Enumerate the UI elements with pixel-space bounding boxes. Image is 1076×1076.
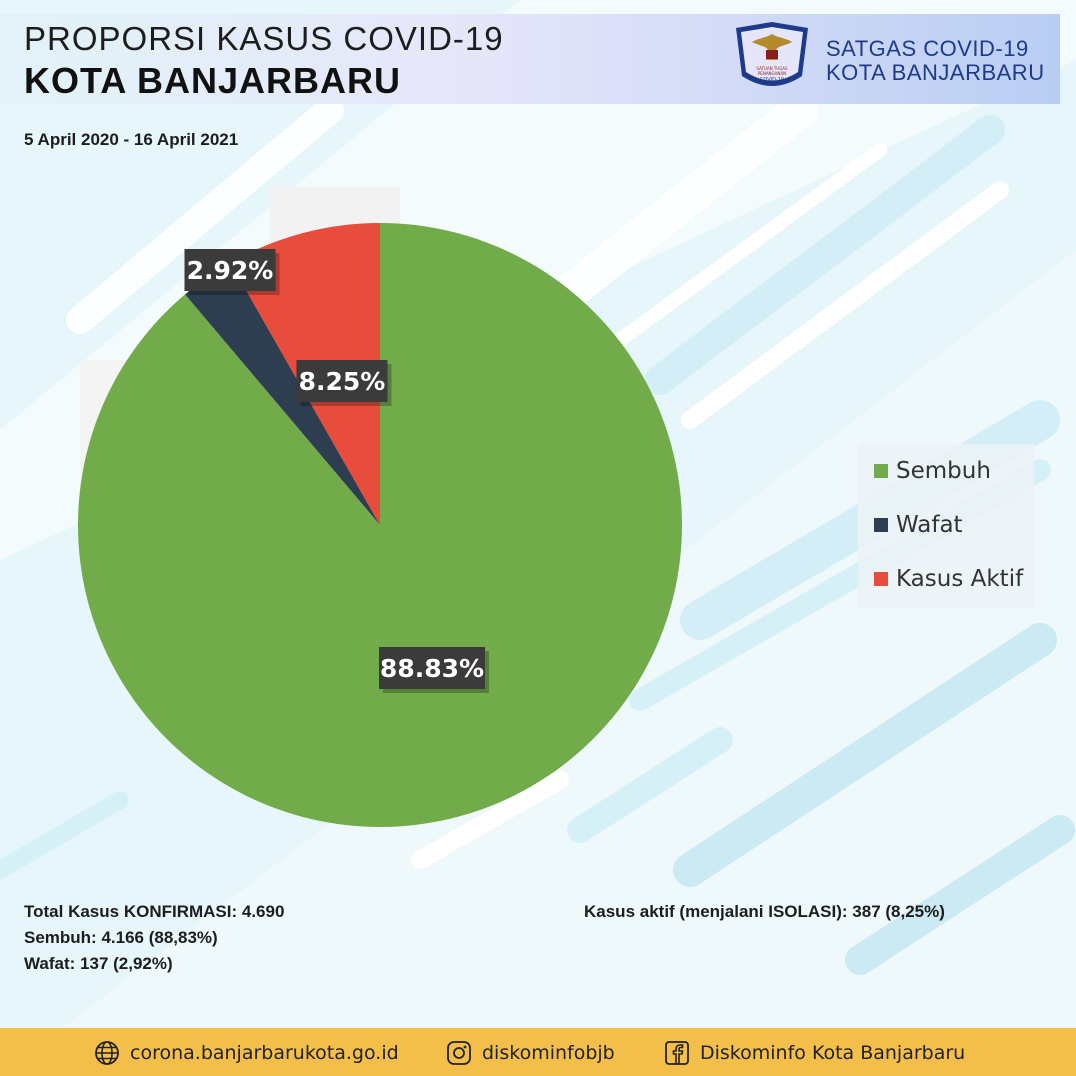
legend-swatch-sembuh bbox=[874, 464, 888, 478]
footer-instagram[interactable]: diskominfobjb bbox=[446, 1040, 615, 1066]
svg-text:COVID-19: COVID-19 bbox=[760, 77, 784, 83]
svg-text:88.83%: 88.83% bbox=[380, 654, 484, 683]
org-name-line-2: KOTA BANJARBARU bbox=[826, 60, 1045, 85]
svg-text:PENANGANAN: PENANGANAN bbox=[758, 71, 786, 76]
svg-text:8.25%: 8.25% bbox=[299, 367, 386, 396]
stat-active-cases: Kasus aktif (menjalani ISOLASI): 387 (8,… bbox=[584, 902, 945, 921]
title-line-1: PROPORSI KASUS COVID-19 bbox=[24, 20, 504, 57]
garuda-shield-icon: SATUAN TUGAS PENANGANAN COVID-19 bbox=[736, 22, 808, 86]
footer-instagram-text: diskominfobjb bbox=[482, 1042, 615, 1064]
footer-website[interactable]: corona.banjarbarukota.go.id bbox=[94, 1040, 399, 1066]
svg-text:2.92%: 2.92% bbox=[187, 256, 274, 285]
footer-bar bbox=[0, 1028, 1076, 1076]
footer-website-text: corona.banjarbarukota.go.id bbox=[130, 1042, 399, 1064]
stat-recovered: Sembuh: 4.166 (88,83%) bbox=[24, 928, 218, 947]
footer-facebook-text: Diskominfo Kota Banjarbaru bbox=[700, 1042, 966, 1064]
legend-item-wafat: Wafat bbox=[874, 512, 963, 538]
legend-label-kasus-aktif: Kasus Aktif bbox=[896, 566, 1024, 592]
globe-icon bbox=[95, 1041, 119, 1065]
date-range: 5 April 2020 - 16 April 2021 bbox=[24, 130, 239, 149]
pie-slice-sembuh bbox=[77, 223, 683, 827]
facebook-icon bbox=[665, 1041, 689, 1065]
legend-item-kasus-aktif: Kasus Aktif bbox=[874, 566, 1023, 592]
stat-deaths: Wafat: 137 (2,92%) bbox=[24, 954, 173, 973]
title-line-2: KOTA BANJARBARU bbox=[24, 60, 401, 101]
legend-swatch-wafat bbox=[874, 518, 888, 532]
data-label-wafat: 2.92% bbox=[184, 249, 280, 295]
data-label-sembuh: 88.83% bbox=[379, 647, 489, 693]
stat-total-confirmed: Total Kasus KONFIRMASI: 4.690 bbox=[24, 902, 285, 921]
footer-facebook[interactable]: Diskominfo Kota Banjarbaru bbox=[664, 1040, 965, 1066]
org-name-line-1: SATGAS COVID-19 bbox=[826, 36, 1029, 61]
legend-label-wafat: Wafat bbox=[896, 512, 963, 538]
svg-text:SATUAN TUGAS: SATUAN TUGAS bbox=[756, 66, 788, 71]
title-band bbox=[0, 14, 1060, 104]
legend-swatch-kasus-aktif bbox=[874, 572, 888, 586]
legend-label-sembuh: Sembuh bbox=[896, 458, 991, 484]
data-label-kasus-aktif: 8.25% bbox=[296, 360, 392, 406]
chart-legend: Sembuh Wafat Kasus Aktif bbox=[858, 444, 1034, 608]
legend-item-sembuh: Sembuh bbox=[874, 458, 991, 484]
pie-slice-wafat bbox=[185, 262, 380, 525]
instagram-icon bbox=[447, 1041, 471, 1065]
